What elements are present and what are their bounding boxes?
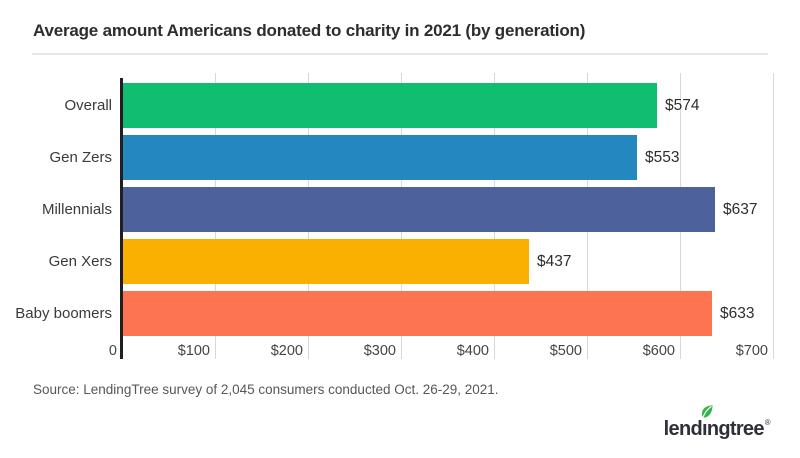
logo-text-pre: lend (663, 418, 703, 440)
category-label-millennials: Millennials (41, 201, 112, 218)
bar-gen-zers (123, 135, 637, 180)
value-label-gen-zers: $553 (645, 149, 680, 166)
x-gridline-700 (773, 73, 774, 359)
x-tick-label-100: $100 (177, 343, 210, 359)
value-label-overall: $574 (665, 97, 700, 114)
logo-text-post: ngtree (706, 418, 765, 440)
x-tick-label-300: $300 (363, 343, 396, 359)
source-note: Source: LendingTree survey of 2,045 cons… (33, 382, 499, 397)
y-axis-line (120, 78, 123, 359)
bar-millennials (123, 187, 715, 232)
bar-overall (123, 83, 657, 128)
title-divider (32, 53, 768, 55)
category-label-gen-zers: Gen Zers (49, 149, 112, 166)
x-tick-label-200: $200 (270, 343, 303, 359)
bar-gen-xers (123, 239, 529, 284)
value-label-gen-xers: $437 (537, 253, 572, 270)
x-tick-label-0: 0 (108, 343, 117, 359)
registered-trademark-mark: ® (764, 418, 771, 427)
bar-baby-boomers (123, 291, 712, 336)
logo-letter-i: ı (701, 405, 713, 441)
x-tick-label-400: $400 (456, 343, 489, 359)
x-tick-label-700: $700 (735, 343, 768, 359)
lendingtree-logo: lendı ngtree® (663, 405, 771, 441)
category-label-overall: Overall (64, 97, 112, 114)
value-label-baby-boomers: $633 (720, 305, 755, 322)
x-tick-label-600: $600 (642, 343, 675, 359)
category-label-baby-boomers: Baby boomers (15, 305, 112, 322)
x-tick-label-500: $500 (549, 343, 582, 359)
chart-title: Average amount Americans donated to char… (33, 21, 586, 40)
category-label-gen-xers: Gen Xers (48, 253, 112, 270)
leaf-icon (701, 405, 713, 418)
value-label-millennials: $637 (723, 201, 758, 218)
